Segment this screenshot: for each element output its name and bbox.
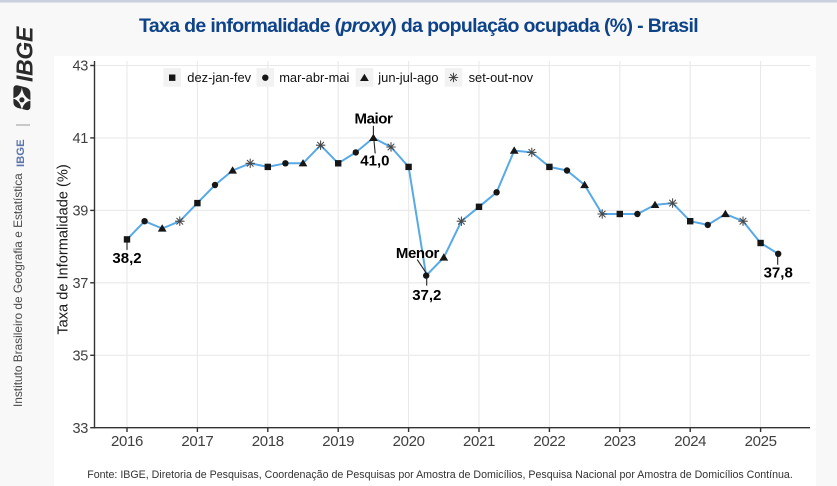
svg-text:37: 37 bbox=[72, 276, 88, 292]
svg-text:2023: 2023 bbox=[604, 433, 636, 450]
svg-text:35: 35 bbox=[72, 348, 88, 364]
svg-text:38,2: 38,2 bbox=[112, 250, 141, 267]
svg-text:39: 39 bbox=[72, 204, 88, 220]
svg-text:jun-jul-ago: jun-jul-ago bbox=[377, 70, 438, 85]
svg-text:37,2: 37,2 bbox=[412, 287, 441, 304]
svg-text:set-out-nov: set-out-nov bbox=[469, 70, 534, 85]
svg-text:Maior: Maior bbox=[354, 111, 393, 128]
svg-text:2020: 2020 bbox=[393, 433, 425, 450]
svg-text:dez-jan-fev: dez-jan-fev bbox=[187, 70, 251, 85]
svg-text:2018: 2018 bbox=[252, 433, 284, 450]
svg-text:IBGE: IBGE bbox=[12, 26, 34, 82]
svg-text:2016: 2016 bbox=[111, 433, 143, 450]
svg-text:41,0: 41,0 bbox=[360, 153, 389, 170]
svg-text:2022: 2022 bbox=[533, 433, 565, 450]
svg-text:Taxa de Informalidade (%): Taxa de Informalidade (%) bbox=[56, 164, 72, 334]
svg-text:2019: 2019 bbox=[322, 433, 354, 450]
svg-text:33: 33 bbox=[72, 421, 88, 437]
svg-text:2024: 2024 bbox=[674, 433, 706, 450]
svg-text:43: 43 bbox=[72, 59, 88, 75]
svg-text:2017: 2017 bbox=[181, 433, 213, 450]
svg-text:Menor: Menor bbox=[396, 245, 440, 262]
svg-text:2021: 2021 bbox=[463, 433, 495, 450]
svg-text:41: 41 bbox=[72, 131, 88, 147]
svg-text:2025: 2025 bbox=[745, 433, 777, 450]
svg-text:37,8: 37,8 bbox=[764, 265, 793, 282]
svg-text:mar-abr-mai: mar-abr-mai bbox=[279, 70, 349, 85]
